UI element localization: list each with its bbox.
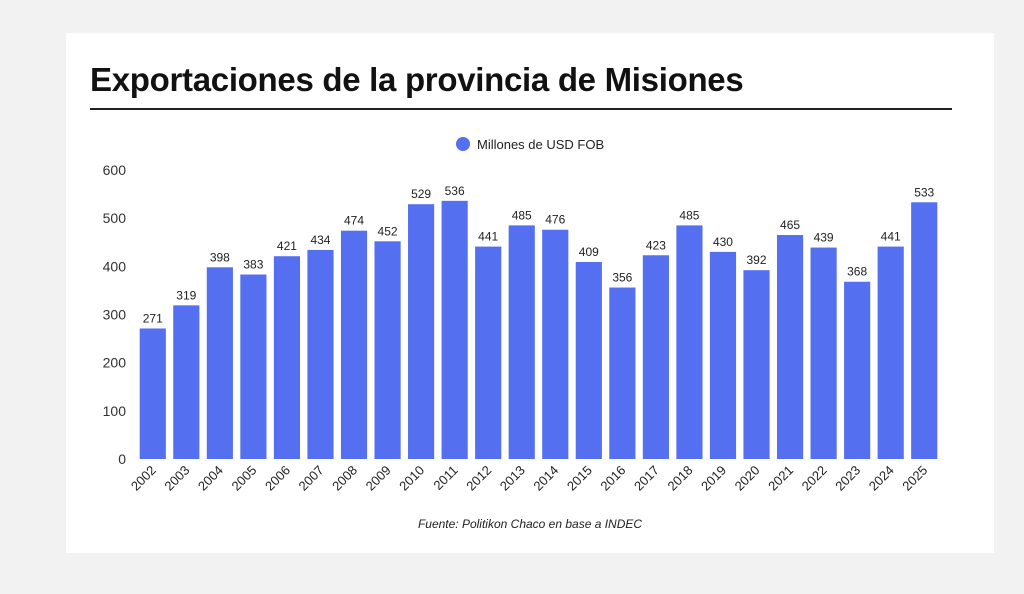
bar [709, 251, 737, 459]
bar [542, 229, 569, 459]
x-tick-label: 2005 [228, 463, 259, 494]
bar [475, 246, 502, 459]
data-label: 439 [814, 231, 834, 245]
x-tick-label: 2023 [832, 463, 863, 494]
data-label: 485 [679, 208, 699, 222]
bar [240, 274, 267, 459]
data-label: 430 [713, 235, 733, 249]
x-tick-label: 2022 [799, 463, 830, 494]
data-label: 452 [378, 224, 398, 238]
x-tick-label: 2004 [195, 463, 226, 494]
x-tick-label: 2024 [866, 463, 897, 494]
bar [911, 202, 938, 459]
x-tick-label: 2013 [497, 463, 528, 494]
bar [642, 255, 669, 459]
bar [844, 281, 871, 459]
x-tick-label: 2006 [262, 463, 293, 494]
x-tick-label: 2009 [363, 463, 394, 494]
bar [374, 241, 401, 459]
data-label: 398 [210, 250, 230, 264]
bar [340, 230, 368, 459]
x-tick-label: 2002 [128, 463, 159, 494]
data-label: 423 [646, 238, 666, 252]
x-tick-label: 2018 [665, 463, 696, 494]
x-tick-label: 2015 [564, 463, 595, 494]
data-label: 441 [881, 230, 901, 244]
source-note: Fuente: Politikon Chaco en base a INDEC [417, 517, 643, 531]
bar [776, 235, 804, 459]
bar [273, 256, 301, 459]
y-tick-label: 500 [103, 210, 127, 226]
data-label: 474 [344, 214, 364, 228]
y-tick-label: 200 [103, 355, 127, 371]
y-tick-label: 300 [103, 307, 127, 323]
bar [508, 225, 535, 459]
title-divider [90, 108, 952, 110]
y-tick-label: 600 [103, 162, 127, 178]
legend-label: Millones de USD FOB [477, 137, 604, 152]
y-tick-label: 400 [103, 258, 127, 274]
legend-swatch [456, 137, 470, 151]
y-tick-label: 0 [118, 451, 126, 467]
bar [139, 328, 166, 459]
data-label: 368 [847, 265, 867, 279]
data-label: 476 [545, 213, 565, 227]
data-label: 271 [143, 311, 163, 325]
x-tick-label: 2011 [430, 463, 460, 493]
bar-chart: Millones de USD FOB 0 100 200 300 400 500 600 27… [103, 137, 938, 494]
x-tick-label: 2016 [597, 463, 628, 494]
chart-card: Exportaciones de la provincia de Misione… [66, 33, 994, 553]
bar [408, 204, 435, 459]
data-label: 536 [445, 184, 465, 198]
data-label: 319 [176, 288, 196, 302]
bar [441, 200, 468, 459]
bar [575, 261, 602, 459]
bar [877, 246, 904, 459]
bar [173, 305, 200, 459]
x-tick-label: 2021 [765, 463, 796, 494]
data-label: 533 [914, 185, 934, 199]
x-tick-label: 2008 [329, 463, 360, 494]
x-tick-label: 2003 [161, 463, 192, 494]
x-tick-label: 2020 [732, 463, 763, 494]
y-tick-label: 100 [103, 403, 127, 419]
x-tick-label: 2017 [631, 463, 662, 494]
data-label: 441 [478, 230, 498, 244]
data-label: 465 [780, 218, 800, 232]
data-label: 392 [747, 253, 767, 267]
x-tick-label: 2025 [899, 463, 930, 494]
bar [206, 267, 233, 459]
data-label: 409 [579, 245, 599, 259]
bar [810, 247, 837, 459]
data-label: 485 [512, 208, 532, 222]
bar [609, 287, 636, 459]
bar [743, 270, 770, 459]
bar [307, 249, 334, 459]
bar [676, 225, 703, 459]
x-tick-label: 2012 [463, 463, 494, 494]
x-tick-label: 2007 [296, 463, 327, 494]
x-tick-label: 2010 [396, 463, 427, 494]
x-tick-label: 2019 [698, 463, 729, 494]
data-label: 529 [411, 187, 431, 201]
data-label: 434 [310, 233, 330, 247]
data-label: 421 [277, 239, 297, 253]
chart-title: Exportaciones de la provincia de Misione… [90, 61, 744, 98]
data-label: 356 [612, 271, 632, 285]
data-label: 383 [243, 258, 263, 272]
x-tick-label: 2014 [530, 463, 561, 494]
